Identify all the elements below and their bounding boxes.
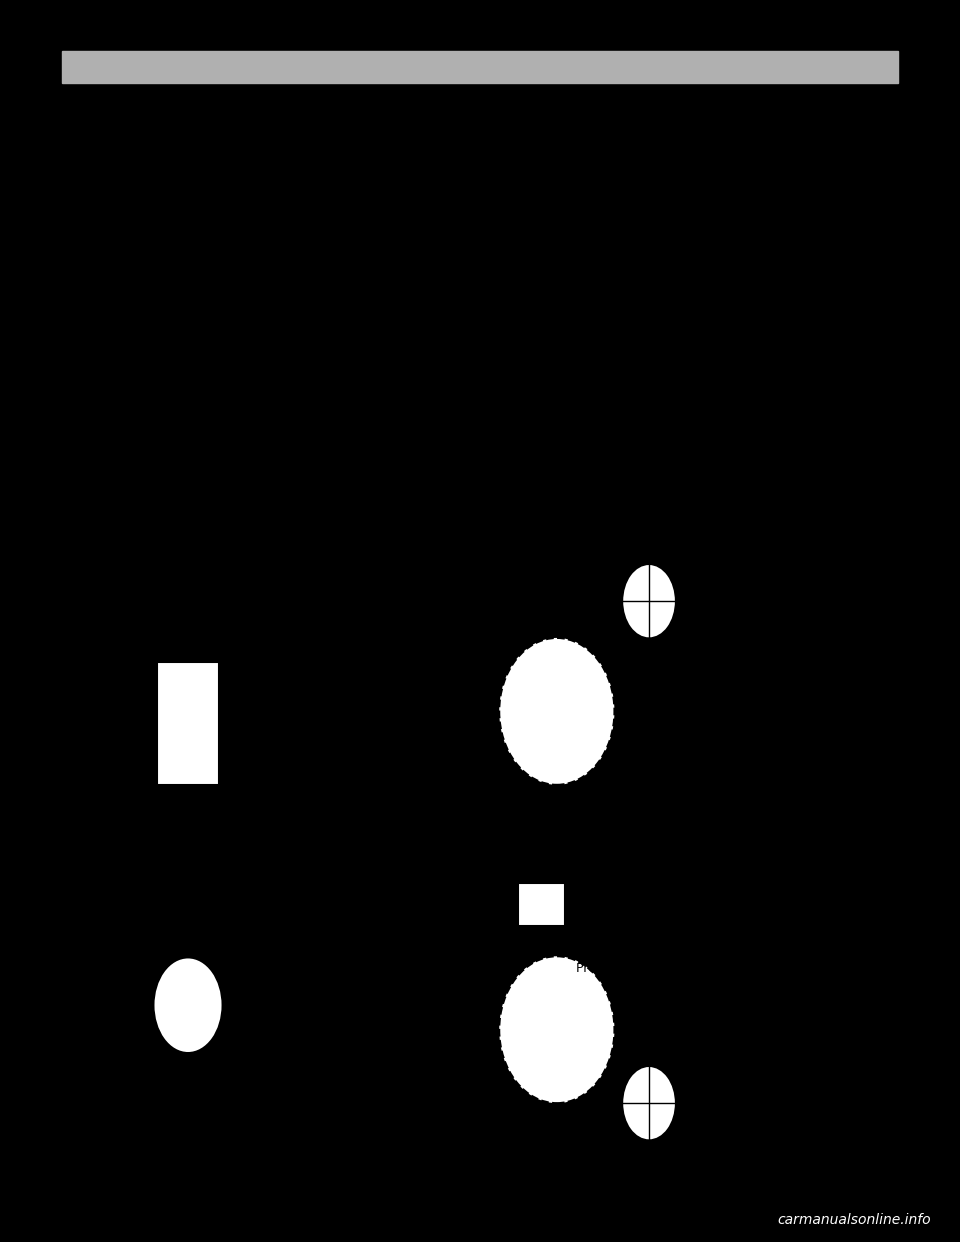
Text: The self-leveling suspension system is designed to maintain vehicle ride height : The self-leveling suspension system is d… [96,245,670,276]
Circle shape [622,1066,676,1140]
Text: Reservoir: Reservoir [154,619,212,632]
Text: 4: 4 [96,1161,106,1175]
Bar [518,883,564,925]
Ellipse shape [499,638,614,785]
Text: Pressure reservoir: Pressure reservoir [576,963,689,975]
Text: carmanualsonline.info: carmanualsonline.info [778,1213,931,1227]
Text: •  E32 - 735 iL, 740iL and 750iL: • E32 - 735 iL, 740iL and 750iL [146,395,356,407]
Circle shape [622,564,676,638]
Text: •  E34 - Touring 525i and 530i: • E34 - Touring 525i and 530i [146,437,346,451]
Ellipse shape [499,956,614,1103]
Text: Tandem pump: Tandem pump [154,1067,242,1079]
Text: Pressure reservoir: Pressure reservoir [614,693,728,705]
Text: Strut: Strut [676,595,707,607]
Bar [157,662,219,785]
Text: Strut: Strut [676,1097,707,1109]
Text: This module pertains to the hydropneumatic rear suspension system with the engin: This module pertains to the hydropneumat… [96,175,692,225]
Text: The system is fully hydraulic, utilizing a tandem oil pump to supply pressure to: The system is fully hydraulic, utilizing… [96,297,684,328]
Text: Level Control Systems: Level Control Systems [96,1172,212,1182]
Bar [62,51,898,83]
Text: The system is installed on:: The system is installed on: [96,354,274,368]
Text: Hydropneumatic Rear Leveling System: Hydropneumatic Rear Leveling System [96,129,490,148]
Circle shape [154,958,223,1053]
Text: Control valve: Control valve [576,894,659,908]
Text: •  E38 - 740 iL and 750iL: • E38 - 740 iL and 750iL [146,481,311,493]
